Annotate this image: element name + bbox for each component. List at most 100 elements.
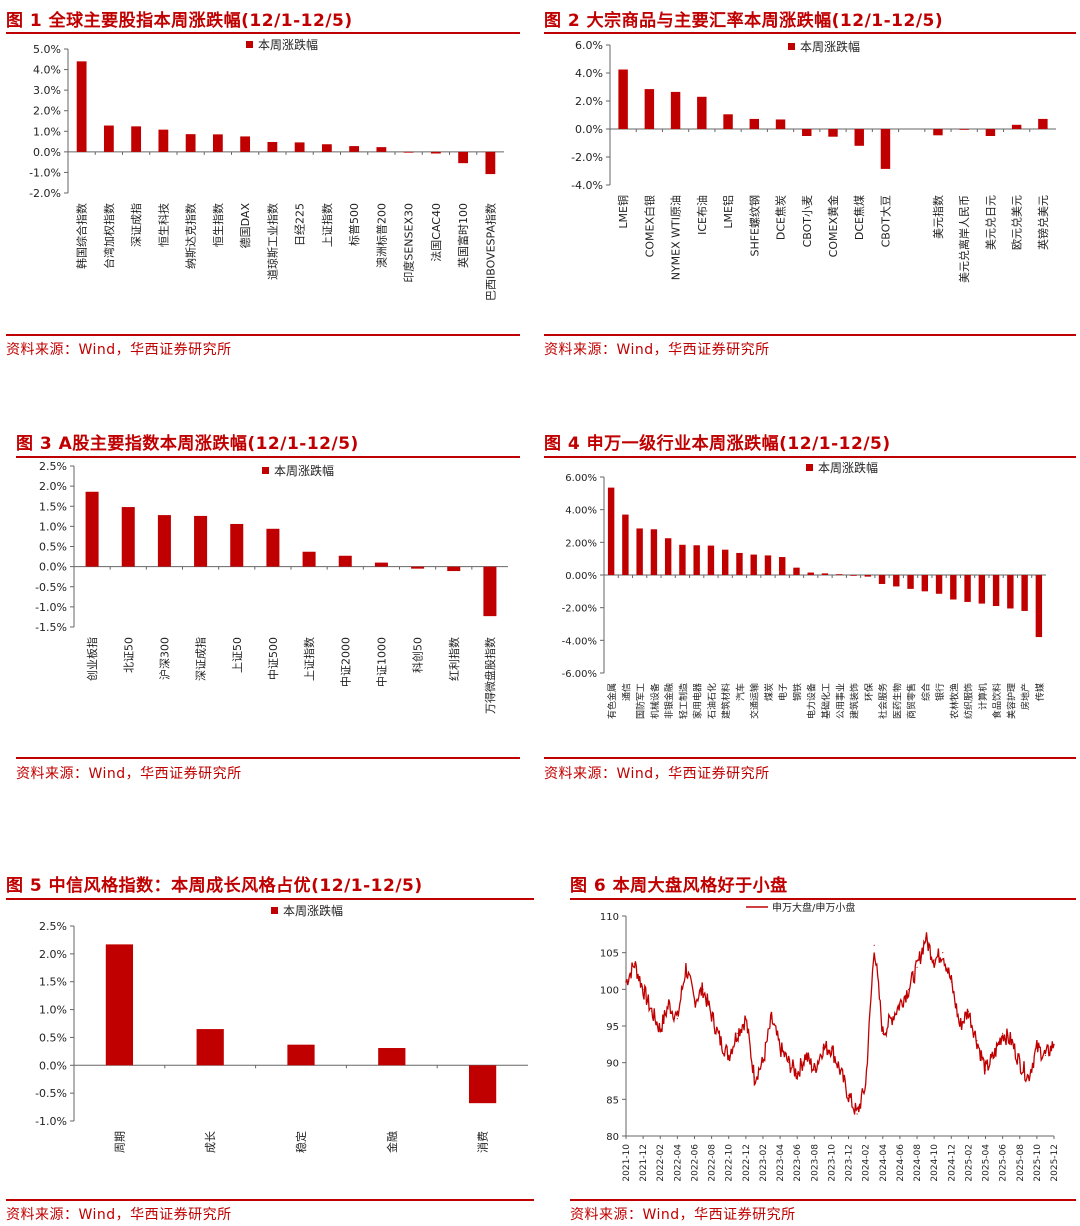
legend-swatch: [806, 464, 813, 471]
data-point-2: [633, 963, 636, 965]
data-point-5: [659, 1029, 661, 1031]
data-point-27: [847, 1095, 850, 1097]
data-point-10: [702, 988, 704, 990]
bar-9: [374, 562, 388, 567]
data-point-35: [916, 966, 918, 968]
x-tick-label-16: 2024-04: [879, 1144, 889, 1182]
panel-6-source: 资料来源：Wind，华西证券研究所: [570, 1207, 796, 1223]
bar-6: [212, 134, 223, 152]
category-label-15: 电力设备: [806, 683, 818, 719]
bar-13: [403, 151, 414, 153]
bar-23: [921, 575, 929, 592]
category-label-17: 公用事业: [834, 683, 846, 719]
bar-14: [959, 129, 969, 130]
panel-4-title: 图 4 申万一级行业本周涨跌幅(12/1-12/5): [544, 434, 891, 454]
legend: 本周涨跌幅: [246, 37, 318, 52]
category-label-11: 交通运输: [749, 683, 761, 719]
data-point-17: [762, 1062, 764, 1064]
data-point-48: [1027, 1076, 1029, 1078]
legend: 本周涨跌幅: [262, 463, 334, 478]
category-label-16: 基础化工: [820, 683, 832, 719]
bar-5: [723, 114, 733, 129]
legend-swatch: [788, 43, 795, 50]
category-label-2: COMEX白银: [642, 195, 656, 257]
data-point-22: [805, 1054, 807, 1056]
category-label-29: 美容护理: [1005, 683, 1017, 719]
category-label-5: 消费: [476, 1131, 490, 1153]
bar-21: [893, 575, 900, 587]
bar-12: [376, 147, 387, 152]
panel-2-bottom-rule: [544, 334, 1076, 336]
panel-4-bottom-rule: [544, 757, 1076, 759]
y-tick-label: 2.5%: [39, 920, 67, 933]
panel-4-source: 资料来源：Wind，华西证券研究所: [544, 766, 770, 782]
bar-9: [721, 549, 729, 575]
data-point-14: [736, 1032, 738, 1034]
panel-4: 图 4 申万一级行业本周涨跌幅(12/1-12/5) 6.00% 4.00% 2.0…: [544, 426, 1076, 786]
category-label-6: SHFE螺纹钢: [747, 195, 761, 257]
category-label-7: DCE焦炭: [775, 195, 788, 240]
bar-9: [828, 129, 838, 137]
y-tick-label: -4.00%: [562, 636, 597, 647]
legend-swatch: [271, 907, 278, 914]
bar-28: [992, 575, 1000, 607]
bar-1: [85, 491, 99, 567]
data-point-41: [967, 1010, 969, 1012]
bar-8: [267, 141, 278, 152]
category-label-18: 建筑装饰: [849, 683, 861, 719]
x-tick-label-23: 2025-06: [999, 1144, 1009, 1182]
bar-1: [76, 61, 87, 152]
category-label-23: 综合: [920, 683, 932, 701]
x-tick-label-20: 2024-12: [947, 1144, 957, 1182]
bar-5: [185, 134, 196, 152]
category-label-4: 机械设备: [649, 683, 661, 719]
bar-17: [836, 574, 843, 575]
category-label-11: CBOT大豆: [878, 195, 892, 247]
category-label-13: 印度SENSEX30: [402, 203, 416, 283]
bar-2: [103, 125, 114, 152]
category-label-7: 上证指数: [302, 637, 316, 681]
data-point-32: [890, 1018, 892, 1020]
category-label-19: 环保: [863, 683, 875, 701]
data-point-36: [925, 937, 927, 939]
x-tick-label-3: 2022-02: [656, 1144, 666, 1182]
bar-15: [985, 129, 996, 136]
category-label-3: 国防军工: [635, 683, 647, 719]
y-tick-label: 80: [606, 1132, 619, 1143]
data-point-24: [822, 1047, 824, 1049]
y-tick-label: -4.0%: [571, 179, 603, 192]
bar-11: [349, 146, 360, 152]
data-point-13: [728, 1054, 730, 1056]
panel-5: 图 5 中信风格指数：本周成长风格占优(12/1-12/5) 2.5% 2.0% 1…: [6, 868, 534, 1226]
y-tick-label: -2.0%: [571, 151, 603, 164]
panel-2-source: 资料来源：Wind，华西证券研究所: [544, 342, 770, 358]
category-label-8: CBOT小麦: [801, 195, 814, 247]
bar-3: [157, 515, 171, 567]
series-line: [625, 932, 1055, 1115]
bar-2: [121, 507, 135, 567]
bar-6: [749, 118, 760, 129]
x-tick-label-4: 2022-04: [673, 1144, 683, 1182]
data-point-9: [693, 999, 696, 1001]
bar-1: [607, 487, 615, 575]
y-tick-label: -1.0%: [29, 166, 61, 179]
panel-5-top-rule: [6, 898, 534, 900]
category-label-5: LME铝: [721, 195, 735, 229]
category-label-30: 房地产: [1020, 683, 1032, 710]
bar-14: [793, 567, 800, 575]
y-tick-label: 1.0%: [39, 1004, 67, 1017]
bar-3: [670, 91, 681, 129]
data-point-44: [993, 1054, 995, 1056]
category-label-20: 社会服务: [877, 683, 889, 719]
bar-10: [321, 144, 332, 152]
category-label-17: 英镑兑美元: [1036, 195, 1050, 250]
x-tick-label-24: 2025-08: [1016, 1144, 1026, 1182]
data-point-1: [625, 981, 627, 983]
bar-6: [266, 528, 280, 567]
panel-3-top-rule: [16, 456, 520, 458]
category-label-4: 深证成指: [194, 637, 208, 681]
legend: 申万大盘/申万小盘: [746, 901, 855, 914]
bar-2: [644, 89, 655, 129]
y-tick-label: 110: [600, 912, 619, 923]
x-tick-label-26: 2025-12: [1050, 1144, 1060, 1182]
